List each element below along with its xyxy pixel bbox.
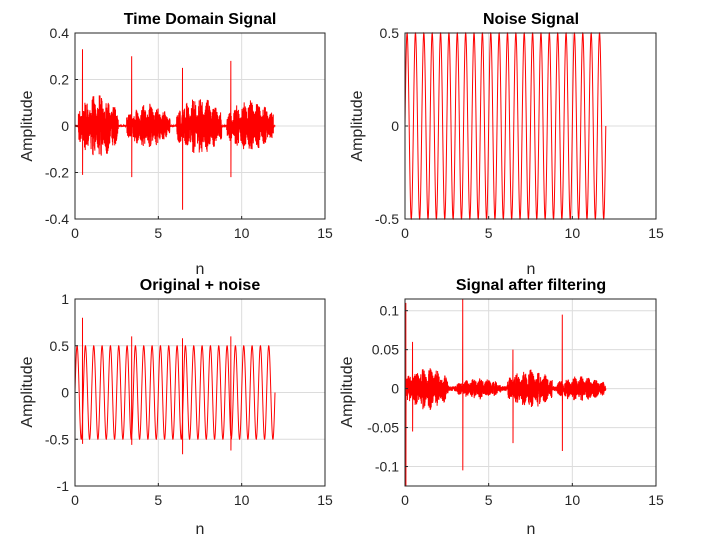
- x-axis-label: n: [527, 261, 536, 278]
- y-tick-label: 0.1: [380, 303, 400, 319]
- y-tick-label: 0.05: [372, 342, 399, 358]
- x-tick-label: 0: [401, 492, 409, 508]
- series-line: [74, 49, 276, 210]
- subplot-original-plus-noise: Original + noise n Amplitude 0 5 10 15-1-0.…: [19, 277, 333, 538]
- x-tick-label: 5: [485, 492, 493, 508]
- axes-frame: [404, 298, 657, 487]
- x-axis-label: n: [527, 521, 536, 538]
- y-axis-label: Amplitude: [339, 356, 356, 427]
- y-tick-label: 0: [391, 381, 399, 397]
- y-tick-label: 0: [391, 118, 399, 134]
- x-tick-label: 0: [71, 492, 79, 508]
- y-axis-label: Amplitude: [19, 90, 36, 161]
- y-tick-label: -0.5: [375, 211, 399, 227]
- y-axis-label: Amplitude: [19, 356, 36, 427]
- x-tick-label: 0: [71, 225, 79, 241]
- y-tick-label: -0.2: [45, 165, 69, 181]
- x-tick-label: 15: [317, 492, 333, 508]
- y-tick-label: -0.05: [367, 420, 399, 436]
- plot-area: 0 5 10 15 -0.4 -0.2 0 0.2 0.4: [45, 25, 333, 241]
- y-tick-label: 0.5: [50, 338, 70, 354]
- subplot-title: Noise Signal: [483, 11, 579, 28]
- y-tick-label: 0: [61, 385, 69, 401]
- x-tick-label: 15: [648, 492, 664, 508]
- series-line: [404, 298, 607, 487]
- x-tick-label: 10: [234, 492, 250, 508]
- series-line: [404, 31, 607, 221]
- x-tick-label: 10: [565, 492, 581, 508]
- x-tick-label: 10: [234, 225, 250, 241]
- y-tick-label: 0.4: [50, 25, 70, 41]
- y-tick-label: 0.2: [50, 72, 70, 88]
- y-tick-label: -1: [57, 478, 70, 494]
- y-tick-label: -0.1: [375, 459, 399, 475]
- y-tick-label: 0.5: [380, 25, 400, 41]
- subplot-time-domain: Time Domain Signal n Amplitude 0 5 10 15 -0.…: [19, 11, 333, 278]
- y-axis-label: Amplitude: [349, 90, 366, 161]
- x-tick-label: 0: [401, 225, 409, 241]
- x-tick-label: 5: [485, 225, 493, 241]
- subplot-title: Signal after filtering: [456, 277, 606, 294]
- x-tick-label: 5: [154, 225, 162, 241]
- plot-area: 0 5 10 15 -1 -0.5 0 0.5 1: [45, 291, 333, 508]
- x-tick-label: 10: [565, 225, 581, 241]
- y-tick-label: -0.4: [45, 211, 69, 227]
- subplot-title: Original + noise: [140, 277, 261, 294]
- plot-area: 0 5 10 15 -0.1 -0.05 0 0.05 0.1: [367, 298, 664, 508]
- x-tick-label: 15: [317, 225, 333, 241]
- subplot-title: Time Domain Signal: [124, 11, 277, 28]
- x-tick-label: 5: [154, 492, 162, 508]
- series-line: [74, 317, 276, 455]
- x-axis-label: n: [196, 521, 205, 538]
- x-tick-label: 15: [648, 225, 664, 241]
- y-tick-label: 0: [61, 118, 69, 134]
- x-axis-label: n: [196, 261, 205, 278]
- plot-area: 0 5 10 15-0.500.5: [375, 25, 664, 241]
- y-tick-label: 1: [61, 291, 69, 307]
- subplot-noise-signal: Noise Signal n Amplitude 0 5 10 15-0.500.5: [349, 11, 664, 278]
- subplot-signal-after-filtering: Signal after filtering n Amplitude 0 5 10 1…: [339, 277, 664, 538]
- y-tick-label: -0.5: [45, 431, 69, 447]
